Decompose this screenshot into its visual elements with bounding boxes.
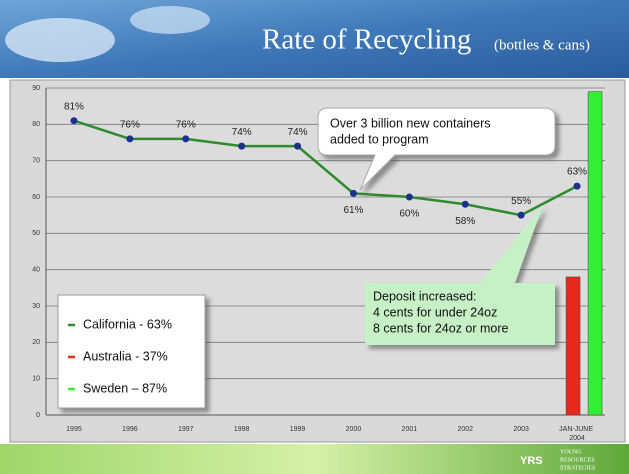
value-label: 76% <box>176 120 196 131</box>
y-tick-label: 90 <box>32 85 40 92</box>
cloud <box>130 6 210 34</box>
value-label: 74% <box>232 127 252 138</box>
y-tick-label: 10 <box>32 376 40 383</box>
x-tick-label: 2003 <box>513 426 529 433</box>
annotation: Deposit increased: <box>373 289 477 303</box>
bar <box>588 92 602 415</box>
y-tick-label: 70 <box>32 158 40 165</box>
marker <box>574 183 581 190</box>
slide: Rate of Recycling (bottles & cans) YRS Y… <box>0 0 629 474</box>
marker <box>294 143 301 150</box>
subtitle: (bottles & cans) <box>494 37 590 53</box>
y-tick-label: 0 <box>36 412 40 419</box>
value-label: 60% <box>399 209 419 220</box>
x-tick-label: 2002 <box>457 426 473 433</box>
x-tick-label: 1998 <box>234 426 250 433</box>
marker <box>238 143 245 150</box>
value-label: 58% <box>455 216 475 227</box>
x-tick-label: 1997 <box>178 426 194 433</box>
logo: YRS <box>520 455 543 467</box>
y-tick-label: 80 <box>32 121 40 128</box>
legend-label: Sweden – 87% <box>83 381 167 395</box>
annotation: 4 cents for under 24oz <box>373 305 497 319</box>
marker <box>126 135 133 142</box>
x-tick-label: 2000 <box>346 426 362 433</box>
marker <box>350 190 357 197</box>
x-tick-label: 1999 <box>290 426 306 433</box>
value-label: 61% <box>343 205 363 216</box>
y-tick-label: 60 <box>32 194 40 201</box>
marker <box>70 117 77 124</box>
y-tick-label: 20 <box>32 339 40 346</box>
y-tick-label: 30 <box>32 303 40 310</box>
company-line: STRATEGIES <box>560 465 595 471</box>
annotation: 8 cents for 24oz or more <box>373 321 509 335</box>
x-tick-label: 2001 <box>402 426 418 433</box>
x-tick-label: 1996 <box>122 426 138 433</box>
company-line: YOUNG <box>560 449 582 455</box>
annotation: Over 3 billion new containers <box>330 116 491 130</box>
value-label: 76% <box>120 120 140 131</box>
annotation: added to program <box>330 132 429 146</box>
x-tick-label: 1995 <box>66 426 82 433</box>
legend-label: California - 63% <box>83 317 172 331</box>
y-tick-label: 40 <box>32 267 40 274</box>
value-label: 81% <box>64 101 84 112</box>
y-tick-label: 50 <box>32 230 40 237</box>
marker <box>182 135 189 142</box>
title: Rate of Recycling <box>262 24 471 56</box>
value-label: 74% <box>288 127 308 138</box>
cloud <box>5 18 115 62</box>
value-label: 63% <box>567 167 587 178</box>
marker <box>462 201 469 208</box>
value-label: 55% <box>511 196 531 207</box>
marker <box>406 194 413 201</box>
company-line: RESOURCES <box>560 457 595 463</box>
bar <box>566 277 580 415</box>
marker <box>518 212 525 219</box>
legend-label: Australia - 37% <box>83 349 168 363</box>
